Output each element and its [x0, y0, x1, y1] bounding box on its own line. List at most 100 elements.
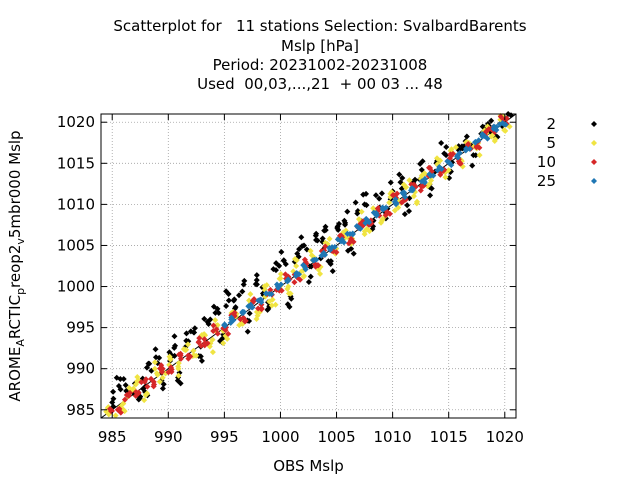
- data-point: [253, 281, 260, 288]
- data-point: [239, 288, 246, 295]
- y-label-part: RCTIC: [6, 295, 24, 339]
- data-point: [177, 355, 184, 362]
- x-tick-label: 1020: [486, 428, 524, 446]
- data-point: [278, 287, 285, 294]
- data-point: [184, 341, 191, 348]
- data-point: [159, 385, 166, 392]
- data-point: [144, 383, 151, 390]
- chart-title-line-2: Mslp [hPa]: [281, 37, 359, 55]
- x-tick-label: 1000: [261, 428, 299, 446]
- data-point: [132, 381, 139, 388]
- data-point: [159, 374, 166, 381]
- data-point: [349, 230, 356, 237]
- data-point: [120, 375, 127, 382]
- data-point: [220, 340, 227, 347]
- x-tick-label: 985: [98, 428, 127, 446]
- data-point: [417, 160, 424, 167]
- data-point: [270, 266, 277, 273]
- data-point: [253, 277, 260, 284]
- data-point: [411, 176, 418, 183]
- data-point: [313, 237, 320, 244]
- chart-title-line-4: Used 00,03,...,21 + 00 03 ... 48: [197, 75, 443, 93]
- data-point: [142, 376, 149, 383]
- data-point: [112, 412, 119, 419]
- data-point: [298, 234, 305, 241]
- legend-label-5: 5: [546, 134, 556, 152]
- data-point: [363, 202, 370, 209]
- data-point: [322, 223, 329, 230]
- data-point: [276, 275, 283, 282]
- data-point: [126, 384, 133, 391]
- data-point: [437, 171, 444, 178]
- data-point: [446, 159, 453, 166]
- data-point: [237, 316, 244, 323]
- x-tick-label: 1010: [374, 428, 412, 446]
- data-point: [145, 360, 152, 367]
- data-point: [488, 117, 495, 124]
- data-point: [288, 295, 295, 302]
- data-point: [240, 281, 247, 288]
- data-point: [153, 370, 160, 377]
- data-point: [378, 190, 385, 197]
- data-point: [284, 285, 291, 292]
- data-point: [334, 224, 341, 231]
- chart-title-line-3: Period: 20231002-20231008: [212, 56, 428, 74]
- data-point: [225, 297, 232, 304]
- data-point: [255, 297, 262, 304]
- x-tick-label: 995: [210, 428, 239, 446]
- data-point: [138, 379, 145, 386]
- data-point: [284, 301, 291, 308]
- data-point: [171, 352, 178, 359]
- data-point: [430, 172, 437, 179]
- data-point: [300, 273, 307, 280]
- data-point: [497, 113, 504, 120]
- data-point: [472, 152, 479, 159]
- data-point: [152, 346, 159, 353]
- data-point: [183, 330, 190, 337]
- data-point: [358, 208, 365, 215]
- plot-frame: [100, 113, 517, 419]
- data-point: [148, 375, 155, 382]
- data-point: [452, 144, 459, 151]
- data-point: [122, 382, 129, 389]
- data-point: [361, 228, 368, 235]
- y-label-part: AROME: [6, 347, 24, 402]
- data-point: [372, 192, 379, 199]
- data-point: [175, 351, 182, 358]
- data-point: [376, 195, 383, 202]
- series-10: [106, 113, 510, 416]
- data-point: [262, 290, 269, 297]
- legend-label-25: 25: [537, 172, 556, 190]
- data-point: [253, 315, 260, 322]
- y-tick-label: 1015: [57, 154, 95, 172]
- data-point: [264, 306, 271, 313]
- data-point: [355, 224, 362, 231]
- data-point: [391, 207, 398, 214]
- x-tick-label: 990: [154, 428, 183, 446]
- data-point: [123, 387, 130, 394]
- data-point: [448, 146, 455, 153]
- data-point: [334, 236, 341, 243]
- legend-marker-10: [591, 159, 597, 165]
- data-point: [327, 246, 334, 253]
- data-point: [454, 153, 461, 160]
- data-point: [427, 165, 434, 172]
- y-tick-label: 1000: [57, 278, 95, 296]
- data-point: [261, 283, 268, 290]
- data-point: [448, 152, 455, 159]
- data-point: [404, 202, 411, 209]
- data-point: [277, 281, 284, 288]
- y-label-part: 5mbr000 Mslp: [6, 130, 24, 238]
- data-point: [214, 330, 221, 337]
- legend-label-2: 2: [546, 115, 556, 133]
- data-point: [167, 364, 174, 371]
- y-tick-label: 1010: [57, 195, 95, 213]
- data-point: [406, 177, 413, 184]
- y-label-subscript: A: [14, 339, 27, 347]
- data-point: [469, 162, 476, 169]
- data-point: [212, 309, 219, 316]
- data-point: [333, 249, 340, 256]
- data-point: [484, 135, 491, 142]
- data-point: [175, 360, 182, 367]
- data-point: [410, 193, 417, 200]
